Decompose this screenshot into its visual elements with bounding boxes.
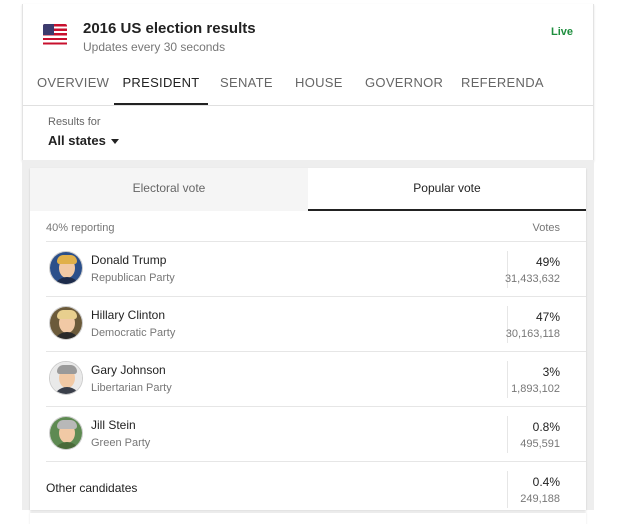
other-candidates-row[interactable]: Other candidates 0.4% 249,188 [46, 462, 586, 517]
candidate-name: Jill Stein [91, 418, 136, 432]
results-panel: Electoral vote Popular vote 40% reportin… [22, 160, 594, 510]
live-badge: Live [550, 26, 573, 38]
other-candidates-label: Other candidates [46, 481, 138, 495]
election-header-card: 2016 US election results Updates every 3… [22, 4, 594, 161]
candidate-party: Libertarian Party [91, 382, 172, 394]
vote-percent: 0.4% [532, 475, 560, 489]
candidate-avatar-clinton [49, 306, 83, 340]
candidate-name: Donald Trump [91, 253, 167, 267]
vote-count: 249,188 [520, 493, 560, 505]
tab-referenda[interactable]: REFERENDA [461, 75, 544, 90]
tab-electoral-vote[interactable]: Electoral vote [30, 168, 308, 211]
candidate-avatar-trump [49, 251, 83, 285]
candidate-name: Hillary Clinton [91, 308, 166, 322]
candidate-avatar-johnson [49, 361, 83, 395]
candidate-row[interactable]: Gary Johnson Libertarian Party 3% 1,893,… [46, 352, 586, 407]
vote-count: 1,893,102 [511, 383, 560, 395]
vote-percent: 47% [535, 310, 560, 324]
results-card: Electoral vote Popular vote 40% reportin… [30, 168, 586, 510]
tab-popular-vote[interactable]: Popular vote [308, 168, 586, 211]
results-for-label: Results for [48, 116, 101, 128]
vote-percent: 49% [535, 255, 560, 269]
page-title: 2016 US election results [83, 20, 256, 37]
race-tabs: OVERVIEW PRESIDENT SENATE HOUSE GOVERNOR… [23, 64, 593, 106]
candidate-name: Gary Johnson [91, 363, 166, 377]
vote-count: 31,433,632 [504, 273, 560, 285]
header-divider [46, 241, 586, 242]
tab-overview[interactable]: OVERVIEW [37, 75, 110, 90]
next-results-card [30, 513, 586, 524]
candidate-party: Green Party [91, 437, 151, 449]
candidate-row[interactable]: Hillary Clinton Democratic Party 47% 30,… [46, 297, 586, 352]
vote-percent: 0.8% [532, 420, 560, 434]
us-flag-icon [43, 24, 67, 46]
vote-count: 495,591 [520, 438, 560, 450]
candidate-avatar-stein [49, 416, 83, 450]
tab-house[interactable]: HOUSE [295, 75, 343, 90]
tab-governor[interactable]: GOVERNOR [365, 75, 444, 90]
candidate-row[interactable]: Jill Stein Green Party 0.8% 495,591 [46, 407, 586, 462]
tab-president[interactable]: PRESIDENT [114, 64, 208, 105]
votes-column-header: Votes [532, 222, 560, 234]
candidate-row[interactable]: Donald Trump Republican Party 49% 31,433… [46, 242, 586, 297]
candidate-party: Republican Party [91, 272, 175, 284]
candidate-party: Democratic Party [91, 327, 176, 339]
tab-senate[interactable]: SENATE [220, 75, 273, 90]
update-frequency: Updates every 30 seconds [83, 40, 226, 54]
caret-down-icon[interactable] [111, 139, 119, 144]
vote-percent: 3% [542, 365, 560, 379]
reporting-status: 40% reporting [46, 222, 115, 234]
vote-count: 30,163,118 [505, 328, 560, 340]
state-dropdown[interactable]: All states [48, 133, 106, 148]
